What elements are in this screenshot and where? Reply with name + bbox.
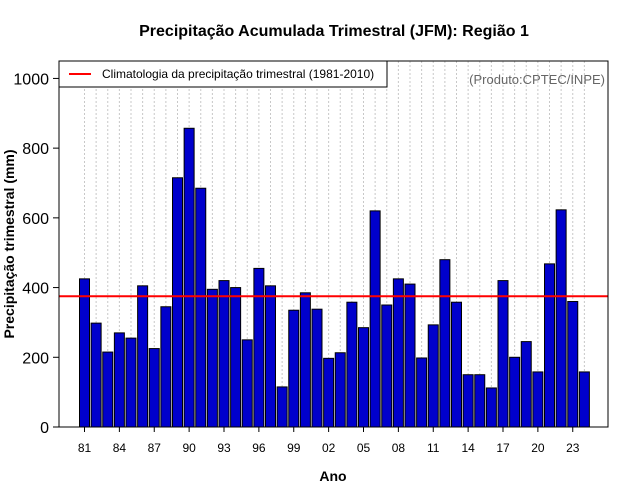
legend-climatology-label: Climatologia da precipitação trimestral … xyxy=(102,67,374,81)
bar-2007 xyxy=(381,304,393,428)
bar-1998 xyxy=(276,386,288,428)
bar-2008 xyxy=(392,278,404,428)
bar-2016 xyxy=(485,387,497,428)
product-credit: (Produto:CPTEC/INPE) xyxy=(469,72,605,87)
x-tick-label: 87 xyxy=(148,441,162,455)
x-axis: 81 84 87 90 93 96 99 02 05 08 11 14 17 20 23 xyxy=(78,427,580,455)
x-tick-label: 20 xyxy=(531,441,545,455)
y-axis-title: Precipitação trimestral (mm) xyxy=(1,149,17,338)
bar-2014 xyxy=(462,374,474,428)
bar-2010 xyxy=(416,357,428,428)
bar-2023 xyxy=(567,301,579,428)
y-tick-label: 1000 xyxy=(13,71,49,88)
bar-1988 xyxy=(160,306,172,428)
bar-2022 xyxy=(555,209,567,428)
bar-2009 xyxy=(404,283,416,428)
x-tick-label: 08 xyxy=(392,441,406,455)
x-tick-label: 84 xyxy=(113,441,127,455)
legend-box xyxy=(58,60,388,88)
bar-2012 xyxy=(439,259,451,428)
bar-2017 xyxy=(497,280,509,428)
bar-2004 xyxy=(346,301,358,428)
bar-1981 xyxy=(79,278,90,428)
bar-1999 xyxy=(288,309,300,428)
bar-2018 xyxy=(509,356,521,428)
bar-1986 xyxy=(137,285,149,428)
bar-1990 xyxy=(183,127,195,428)
bar-1996 xyxy=(253,267,265,428)
x-tick-label: 17 xyxy=(496,441,510,455)
x-tick-label: 90 xyxy=(182,441,196,455)
bar-2000 xyxy=(299,292,311,428)
bar-2011 xyxy=(427,324,439,428)
x-tick-label: 81 xyxy=(78,441,92,455)
y-tick-label: 200 xyxy=(22,350,49,367)
y-tick-label: 400 xyxy=(22,281,49,298)
x-tick-label: 23 xyxy=(566,441,580,455)
bar-2024 xyxy=(578,371,590,428)
x-axis-title: Ano xyxy=(319,468,346,484)
x-tick-label: 99 xyxy=(287,441,301,455)
bar-2001 xyxy=(311,308,323,428)
bar-2019 xyxy=(520,341,532,428)
bar-1983 xyxy=(102,351,114,428)
bar-2015 xyxy=(474,374,486,428)
bar-1985 xyxy=(125,337,137,428)
bar-1982 xyxy=(90,322,102,428)
bar-2013 xyxy=(451,301,462,428)
bar-2002 xyxy=(323,357,335,428)
x-tick-label: 05 xyxy=(357,441,371,455)
chart-title: Precipitação Acumulada Trimestral (JFM):… xyxy=(139,23,529,40)
x-tick-label: 11 xyxy=(427,441,440,455)
x-tick-label: 93 xyxy=(217,441,231,455)
bar-2021 xyxy=(544,263,555,428)
bar-1995 xyxy=(241,339,253,428)
x-tick-label: 02 xyxy=(322,441,336,455)
bar-1997 xyxy=(265,285,276,428)
bar-2006 xyxy=(369,210,381,428)
bar-1987 xyxy=(148,348,160,428)
bar-1991 xyxy=(195,187,207,428)
bar-1993 xyxy=(218,280,230,428)
bar-1994 xyxy=(230,287,242,428)
x-tick-label: 96 xyxy=(252,441,266,455)
legend: Climatologia da precipitação trimestral … xyxy=(58,60,388,88)
bar-1992 xyxy=(206,288,218,428)
y-axis: 0 200 400 600 800 1000 xyxy=(13,71,59,437)
x-tick-label: 14 xyxy=(461,441,475,455)
bar-1984 xyxy=(113,332,125,428)
bars-group xyxy=(79,127,590,428)
y-tick-label: 600 xyxy=(22,211,49,228)
bar-1989 xyxy=(172,177,183,428)
y-tick-label: 800 xyxy=(22,141,49,158)
y-tick-label: 0 xyxy=(40,420,49,437)
bar-2020 xyxy=(532,371,544,428)
bar-2005 xyxy=(358,327,369,428)
bar-2003 xyxy=(334,352,346,428)
